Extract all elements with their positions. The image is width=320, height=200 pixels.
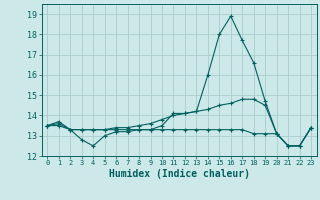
X-axis label: Humidex (Indice chaleur): Humidex (Indice chaleur) <box>109 169 250 179</box>
